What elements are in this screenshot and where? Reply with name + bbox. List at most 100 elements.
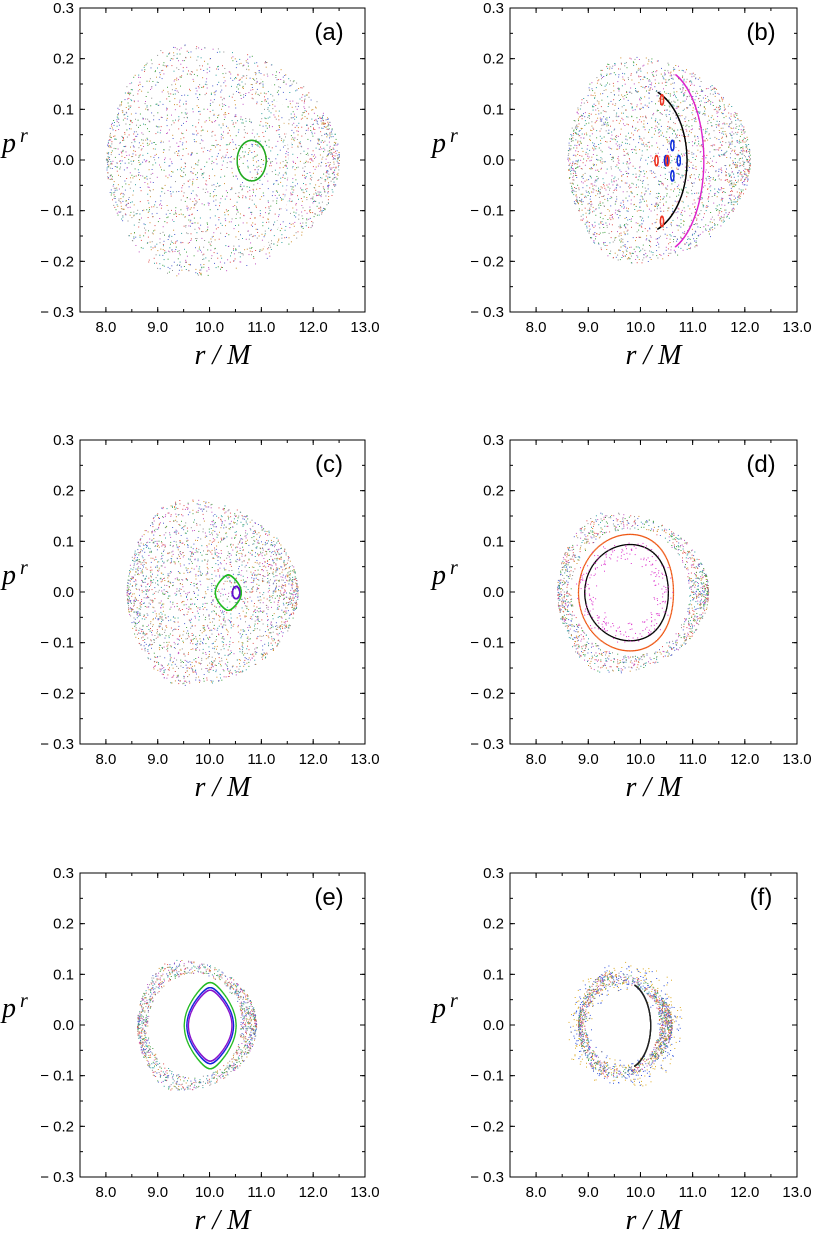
scatter-point <box>175 213 177 215</box>
scatter-point <box>666 81 668 83</box>
scatter-point <box>719 155 721 157</box>
scatter-point <box>718 125 720 127</box>
scatter-point <box>326 155 328 157</box>
scatter-point <box>119 160 121 162</box>
scatter-point <box>728 181 730 183</box>
scatter-point <box>127 202 129 204</box>
scatter-point <box>221 89 223 91</box>
scatter-point <box>208 241 210 243</box>
scatter-point <box>213 191 215 193</box>
scatter-point <box>128 92 130 94</box>
scatter-point <box>572 134 574 136</box>
scatter-point <box>300 87 302 89</box>
scatter-point <box>746 158 747 160</box>
scatter-point <box>268 247 270 249</box>
scatter-point <box>247 154 249 155</box>
scatter-point <box>574 163 576 165</box>
scatter-point <box>123 169 125 171</box>
scatter-point <box>252 222 254 224</box>
scatter-point <box>318 185 320 187</box>
scatter-point <box>683 224 685 226</box>
scatter-point <box>177 152 179 154</box>
scatter-point <box>282 176 284 178</box>
scatter-point <box>208 158 210 160</box>
scatter-point <box>336 178 338 180</box>
scatter-point <box>185 108 187 110</box>
scatter-point <box>190 238 192 240</box>
scatter-point <box>635 237 637 238</box>
scatter-point <box>294 174 296 176</box>
scatter-point <box>139 81 141 83</box>
scatter-point <box>207 202 209 204</box>
scatter-point <box>210 58 211 59</box>
scatter-point <box>585 222 587 224</box>
scatter-point <box>290 135 292 137</box>
scatter-point <box>178 273 180 275</box>
scatter-point <box>611 175 613 177</box>
scatter-point <box>110 154 112 156</box>
scatter-point <box>310 227 312 229</box>
scatter-point <box>133 76 135 78</box>
scatter-point <box>335 167 337 169</box>
scatter-point <box>150 173 152 175</box>
scatter-point <box>648 146 650 148</box>
scatter-point <box>598 113 600 115</box>
scatter-point <box>107 144 108 146</box>
scatter-point <box>331 133 333 135</box>
scatter-point <box>584 207 586 209</box>
scatter-point <box>222 195 223 197</box>
scatter-point <box>327 121 329 123</box>
scatter-point <box>122 193 124 195</box>
scatter-point <box>601 151 603 153</box>
scatter-point <box>613 257 614 259</box>
scatter-point <box>251 254 252 256</box>
scatter-point <box>216 51 218 53</box>
scatter-point <box>292 191 294 193</box>
scatter-point <box>269 244 271 246</box>
scatter-point <box>703 216 704 218</box>
scatter-point <box>614 63 616 65</box>
scatter-point <box>271 101 273 103</box>
scatter-point <box>603 242 605 243</box>
scatter-point <box>287 106 289 108</box>
scatter-point <box>128 162 130 164</box>
scatter-point <box>210 92 212 94</box>
scatter-point <box>591 125 593 127</box>
scatter-point <box>567 158 569 160</box>
scatter-point <box>111 122 113 124</box>
scatter-point <box>250 247 252 249</box>
scatter-point <box>736 167 738 169</box>
scatter-point <box>285 164 287 166</box>
scatter-point <box>239 84 241 86</box>
scatter-point <box>209 243 211 245</box>
scatter-point <box>324 140 326 142</box>
scatter-point <box>723 106 725 108</box>
scatter-point <box>214 189 216 190</box>
scatter-point <box>201 237 203 239</box>
scatter-point <box>115 187 117 189</box>
scatter-point <box>628 79 629 80</box>
scatter-point <box>730 191 732 192</box>
scatter-point <box>135 118 136 120</box>
scatter-point <box>666 188 668 190</box>
scatter-point <box>333 141 335 143</box>
scatter-point <box>255 93 257 95</box>
scatter-point <box>749 162 751 164</box>
scatter-point <box>674 123 676 125</box>
scatter-point <box>587 203 589 205</box>
scatter-point <box>723 109 725 111</box>
scatter-point <box>185 100 187 102</box>
scatter-point <box>590 201 592 203</box>
scatter-point <box>684 71 686 73</box>
scatter-point <box>659 148 661 150</box>
scatter-point <box>328 128 330 130</box>
scatter-point <box>267 200 269 202</box>
scatter-point <box>730 199 732 201</box>
x-tick-label: 13.0 <box>350 319 379 336</box>
scatter-point <box>255 206 257 208</box>
scatter-point <box>133 175 135 177</box>
scatter-point <box>159 242 161 244</box>
scatter-point <box>176 77 178 79</box>
scatter-point <box>157 112 159 114</box>
scatter-point <box>647 188 649 190</box>
